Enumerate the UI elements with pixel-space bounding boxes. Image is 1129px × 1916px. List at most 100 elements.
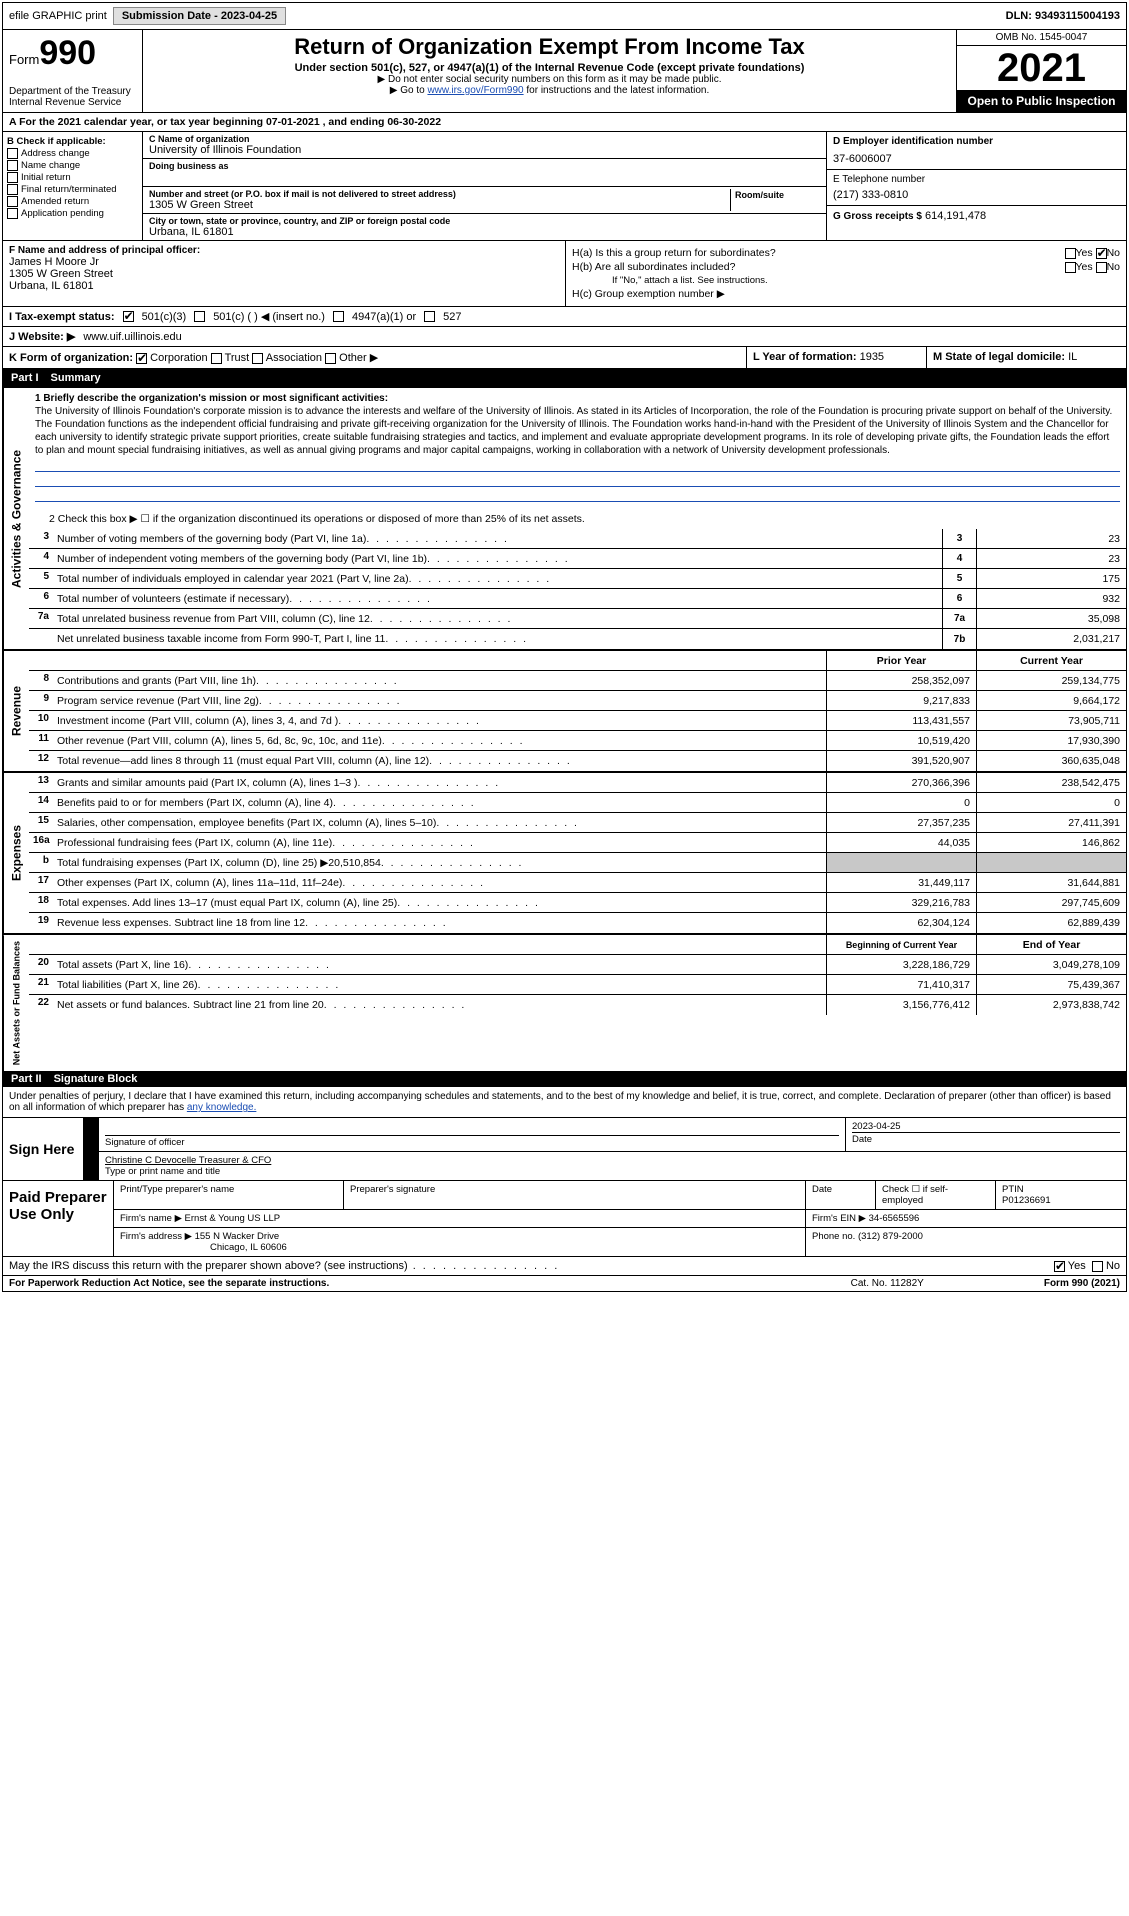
501c-checkbox[interactable] (194, 311, 205, 322)
table-row: 4Number of independent voting members of… (29, 549, 1126, 569)
line-text: Other revenue (Part VIII, column (A), li… (53, 731, 826, 750)
any-knowledge-link[interactable]: any knowledge. (187, 1102, 257, 1113)
line-text: Total revenue—add lines 8 through 11 (mu… (53, 751, 826, 771)
line-value: 175 (976, 569, 1126, 588)
hb-note: If "No," attach a list. See instructions… (572, 275, 1120, 286)
dln-label: DLN: 93493115004193 (1006, 10, 1120, 22)
line-num: 17 (29, 873, 53, 892)
topbar: efile GRAPHIC print Submission Date - 20… (3, 3, 1126, 30)
irs-link[interactable]: www.irs.gov/Form990 (427, 85, 523, 96)
table-row: 12Total revenue—add lines 8 through 11 (… (29, 751, 1126, 771)
prior-year-value: 9,217,833 (826, 691, 976, 710)
paid-preparer-block: Paid Preparer Use Only Print/Type prepar… (3, 1180, 1126, 1256)
line-num: 15 (29, 813, 53, 832)
side-revenue: Revenue (3, 651, 29, 771)
hb-yes-checkbox[interactable] (1065, 262, 1076, 273)
k-box: K Form of organization: Corporation Trus… (3, 347, 746, 368)
colb-label: Name change (21, 160, 80, 171)
colb-checkbox[interactable] (7, 208, 18, 219)
mission-text: The University of Illinois Foundation's … (35, 405, 1120, 457)
4947-checkbox[interactable] (333, 311, 344, 322)
f-label: F Name and address of principal officer: (9, 245, 559, 256)
officer-name: James H Moore Jr (9, 256, 559, 268)
bottom-line: For Paperwork Reduction Act Notice, see … (3, 1275, 1126, 1291)
l-label: L Year of formation: (753, 351, 857, 363)
firm-addr-label: Firm's address ▶ (120, 1231, 192, 1242)
table-row: 8Contributions and grants (Part VIII, li… (29, 671, 1126, 691)
org-name: University of Illinois Foundation (149, 144, 820, 156)
line-box: 3 (942, 529, 976, 548)
527-checkbox[interactable] (424, 311, 435, 322)
firm-ein: 34-6565596 (869, 1213, 920, 1224)
firm-ein-label: Firm's EIN ▶ (812, 1213, 866, 1224)
trust-checkbox[interactable] (211, 353, 222, 364)
line-num: 11 (29, 731, 53, 750)
form-number: Form990 (9, 34, 136, 73)
blank-line (35, 490, 1120, 502)
discuss-text: May the IRS discuss this return with the… (9, 1260, 559, 1272)
colb-checkbox[interactable] (7, 196, 18, 207)
mission-label: 1 Briefly describe the organization's mi… (35, 392, 1120, 405)
colb-item: Amended return (7, 196, 138, 207)
501c3-checkbox[interactable] (123, 311, 134, 322)
line-text: Investment income (Part VIII, column (A)… (53, 711, 826, 730)
ha-yes-checkbox[interactable] (1065, 248, 1076, 259)
i-label: I Tax-exempt status: (9, 311, 115, 323)
line-text: Program service revenue (Part VIII, line… (53, 691, 826, 710)
firm-phone: (312) 879-2000 (858, 1231, 923, 1242)
ha-no-checkbox[interactable] (1096, 248, 1107, 259)
prior-year-value (826, 853, 976, 872)
line-value: 23 (976, 549, 1126, 568)
part2-title: Signature Block (54, 1073, 138, 1085)
table-row: 19Revenue less expenses. Subtract line 1… (29, 913, 1126, 933)
part2-num: Part II (11, 1073, 42, 1085)
side-expenses: Expenses (3, 773, 29, 933)
bocy-hdr: Beginning of Current Year (826, 935, 976, 954)
other-checkbox[interactable] (325, 353, 336, 364)
phone-value: (217) 333-0810 (833, 189, 1120, 201)
discuss-no-checkbox[interactable] (1092, 1261, 1103, 1272)
city-value: Urbana, IL 61801 (149, 226, 820, 238)
submission-date-button[interactable]: Submission Date - 2023-04-25 (113, 7, 286, 25)
line-num: 5 (29, 569, 53, 588)
colb-checkbox[interactable] (7, 148, 18, 159)
prior-year-value: 270,366,396 (826, 773, 976, 792)
colb-item: Address change (7, 148, 138, 159)
line-text: Revenue less expenses. Subtract line 18 … (53, 913, 826, 933)
subtitle-3: ▶ Go to www.irs.gov/Form990 for instruct… (151, 85, 948, 96)
line-value: 932 (976, 589, 1126, 608)
sub3-post: for instructions and the latest informat… (524, 85, 710, 96)
revenue-section: Revenue Prior Year Current Year 8Contrib… (3, 649, 1126, 771)
prior-year-value: 329,216,783 (826, 893, 976, 912)
expenses-section: Expenses 13Grants and similar amounts pa… (3, 771, 1126, 933)
firm-name: Ernst & Young US LLP (185, 1213, 281, 1224)
hb-no-checkbox[interactable] (1096, 262, 1107, 273)
l-box: L Year of formation: 1935 (746, 347, 926, 368)
paid-preparer-label: Paid Preparer Use Only (3, 1181, 113, 1256)
colb-checkbox[interactable] (7, 160, 18, 171)
line-box: 5 (942, 569, 976, 588)
prior-year-value: 62,304,124 (826, 913, 976, 933)
line-text: Number of independent voting members of … (53, 549, 942, 568)
prep-h4: Check ☐ if self-employed (876, 1181, 996, 1209)
line-num: 19 (29, 913, 53, 933)
assoc-checkbox[interactable] (252, 353, 263, 364)
form-header: Form990 Department of the Treasury Inter… (3, 30, 1126, 113)
form-ref: Form 990 (2021) (1044, 1278, 1120, 1289)
line-num: 3 (29, 529, 53, 548)
line-num: 6 (29, 589, 53, 608)
prior-year-value: 0 (826, 793, 976, 812)
prior-year-value: 113,431,557 (826, 711, 976, 730)
line2-text: 2 Check this box ▶ ☐ if the organization… (29, 509, 1126, 529)
paperwork-notice: For Paperwork Reduction Act Notice, see … (9, 1278, 329, 1289)
colb-checkbox[interactable] (7, 172, 18, 183)
prep-h3: Date (806, 1181, 876, 1209)
name-label: C Name of organization (149, 134, 820, 144)
discuss-yes-checkbox[interactable] (1054, 1261, 1065, 1272)
corp-checkbox[interactable] (136, 353, 147, 364)
line-value: 23 (976, 529, 1126, 548)
current-year-value: 73,905,711 (976, 711, 1126, 730)
k-trust: Trust (225, 352, 250, 364)
colb-checkbox[interactable] (7, 184, 18, 195)
line-num: 12 (29, 751, 53, 771)
